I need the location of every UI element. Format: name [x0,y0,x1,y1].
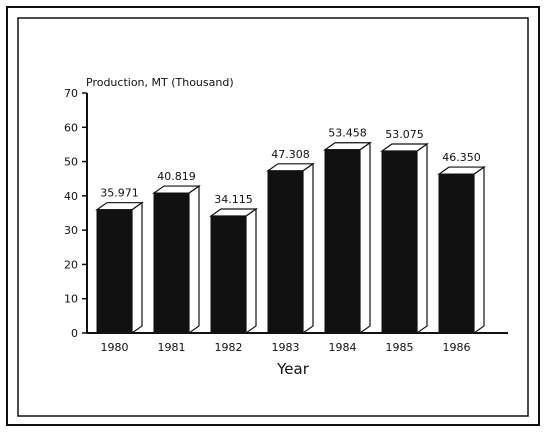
outer-frame [6,6,540,426]
x-tick-label: 1986 [443,341,471,354]
x-ticks: 1980 1981 1982 1983 1984 1985 1986 [101,341,471,354]
bars: 35.971 40.819 34.115 47.308 53.458 53.075 46.3… [95,127,486,335]
y-axis-label: Production, MT (Thousand) [86,76,234,89]
bar-side [473,165,485,335]
bar-1981 [152,184,201,335]
bar-1985 [380,142,429,335]
bar-value-label: 40.819 [157,170,196,183]
bar-1982 [209,207,258,335]
bar-1984 [323,141,372,335]
y-tick-label: 50 [64,156,78,169]
y-tick-label: 10 [64,293,78,306]
bar-front [438,173,475,334]
bar-1980 [95,201,144,335]
chart-frame [17,17,529,417]
bar-front [96,209,133,334]
bar-side [359,141,371,335]
bar-value-label: 53.458 [328,127,367,140]
bar-side [131,201,143,335]
y-tick-label: 60 [64,121,78,134]
x-tick-label: 1985 [386,341,414,354]
bar-front [210,215,247,334]
x-tick-label: 1982 [215,341,243,354]
x-tick-label: 1984 [329,341,357,354]
bar-value-label: 53.075 [385,128,424,141]
bar-side [416,142,428,335]
x-tick-label: 1981 [158,341,186,354]
y-ticks: 0 10 20 30 40 50 60 70 [64,87,87,340]
bar-front [153,192,190,334]
y-tick-label: 40 [64,190,78,203]
y-tick-label: 30 [64,224,78,237]
bar-value-label: 46.350 [442,151,481,164]
bar-value-label: 34.115 [214,193,253,206]
bar-front [267,170,304,334]
bar-side [302,162,314,335]
bar-front [381,150,418,334]
bar-value-label: 35.971 [100,187,139,200]
x-tick-label: 1983 [272,341,300,354]
y-tick-label: 20 [64,258,78,271]
bar-1983 [266,162,315,335]
bar-side [188,184,200,335]
x-tick-label: 1980 [101,341,129,354]
y-tick-label: 70 [64,87,78,100]
bar-value-label: 47.308 [271,148,310,161]
y-tick-label: 0 [71,327,78,340]
bar-1986 [437,165,486,335]
bar-side [245,207,257,335]
x-axis-label: Year [276,360,310,378]
bar-front [324,149,361,334]
